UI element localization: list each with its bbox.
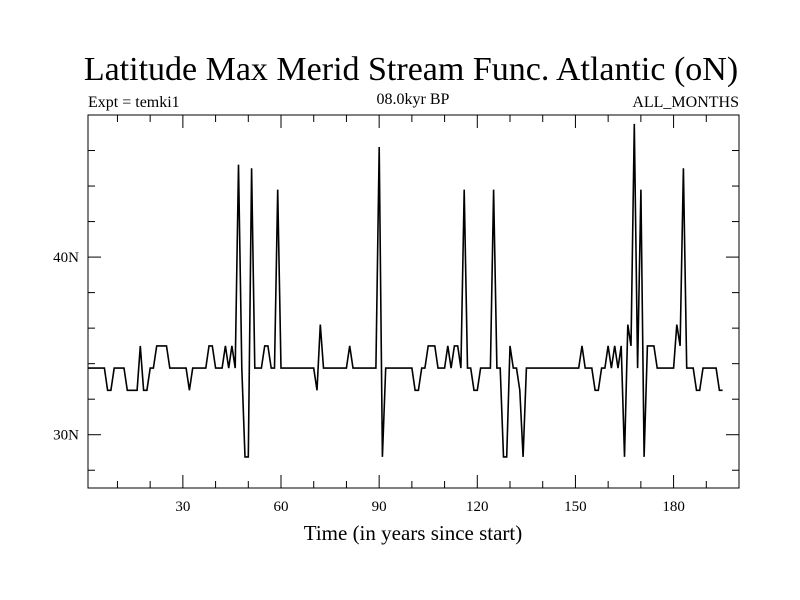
plot-frame bbox=[87, 114, 740, 489]
x-axis-label: Time (in years since start) bbox=[304, 521, 523, 545]
x-ticks bbox=[116, 115, 707, 488]
x-tick-label: 30 bbox=[175, 499, 190, 515]
y-tick-label: 40N bbox=[53, 250, 79, 266]
x-tick-labels: 30 60 90 120 150 180 bbox=[175, 499, 684, 515]
chart-title: Latitude Max Merid Stream Func. Atlantic… bbox=[84, 51, 738, 88]
series-layer bbox=[88, 123, 723, 458]
x-tick-label: 120 bbox=[466, 499, 489, 515]
period-label: 08.0kyr BP bbox=[377, 91, 450, 108]
x-tick-label: 60 bbox=[274, 499, 289, 515]
x-tick-label: 180 bbox=[662, 499, 685, 515]
experiment-label: Expt = temki1 bbox=[88, 94, 180, 111]
x-tick-label: 150 bbox=[564, 499, 587, 515]
y-ticks bbox=[88, 150, 739, 471]
months-label: ALL_MONTHS bbox=[632, 94, 739, 111]
y-tick-labels: 30N 40N bbox=[53, 250, 79, 444]
x-tick-label: 90 bbox=[372, 499, 387, 515]
series-line bbox=[88, 123, 723, 458]
y-tick-label: 30N bbox=[53, 428, 79, 444]
